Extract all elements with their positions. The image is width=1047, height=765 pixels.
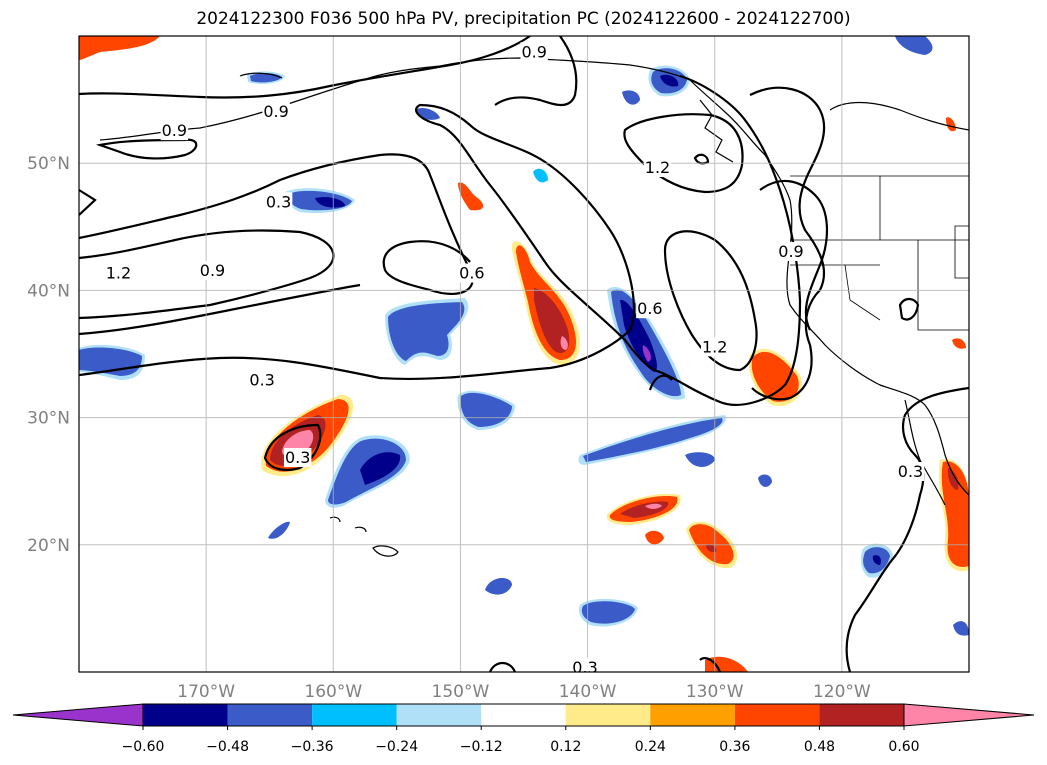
lon-tick-label: 140°W: [559, 682, 617, 702]
contour-labels: 0.9 0.9 0.9 0.3 1.2 0.9 0.6 1.2 0.9 0.6 1.2 0.3 0.3 0…: [104, 42, 925, 677]
colorbar-tick-label: −0.24: [375, 739, 418, 755]
colorbar-tick-label: 0.12: [550, 739, 581, 755]
lat-tick-label: 30°N: [27, 409, 70, 429]
colorbar-extend-max: [903, 703, 1035, 727]
colorbar-tick-label: −0.36: [291, 739, 334, 755]
lon-axis-labels: 170°W 160°W 150°W 140°W 130°W 120°W: [177, 682, 871, 702]
colorbar-segment: [481, 704, 566, 726]
lon-tick-label: 130°W: [686, 682, 744, 702]
colorbar-segment: [143, 704, 228, 726]
pv-contour-label: 0.9: [778, 242, 803, 261]
pv-contour-label-bg: [248, 370, 276, 390]
colorbar: −0.60 −0.48 −0.36 −0.24 −0.12 0.12 0.24 0.36 0.4…: [12, 703, 1035, 755]
pv-contour-label-bg: [777, 241, 805, 261]
colorbar-segment: [819, 704, 904, 726]
pv-contour-label-bg: [643, 158, 672, 178]
pv-contour-label-bg: [636, 299, 664, 319]
figure-title: 2024122300 F036 500 hPa PV, precipitatio…: [196, 9, 851, 29]
pv-contour-label: 0.3: [898, 462, 923, 481]
colorbar-frame: [142, 703, 905, 727]
colorbar-tick-label: 0.60: [888, 739, 919, 755]
pv-contour-label-bg: [520, 42, 548, 62]
colorbar-tick-label: −0.48: [206, 739, 249, 755]
pv-contour-label: 1.2: [645, 158, 670, 177]
colorbar-tick-label: 0.48: [804, 739, 835, 755]
pv-contour-label-bg: [896, 462, 925, 482]
pv-contour-label: 0.9: [162, 121, 187, 140]
lat-tick-label: 50°N: [27, 154, 70, 174]
colorbar-tick-label: 0.36: [719, 739, 750, 755]
colorbar-tick-label: 0.24: [635, 739, 666, 755]
colorbar-segment: [312, 704, 397, 726]
state-borders: [790, 175, 969, 331]
colorbar-segment: [396, 704, 482, 726]
map-plot-area: 0.9 0.9 0.9 0.3 1.2 0.9 0.6 1.2 0.9 0.6 1.2 0.3 0.3 0…: [79, 36, 969, 677]
pv-contour-label: 0.3: [572, 658, 597, 677]
pv-contour-label: 1.2: [702, 337, 727, 356]
pv-contour-label-bg: [264, 192, 293, 212]
pv-contour-label: 0.9: [521, 42, 546, 61]
precip-negative-anomalies: [79, 36, 969, 636]
pv-contour-label: 0.9: [263, 102, 288, 121]
lon-tick-label: 150°W: [432, 682, 490, 702]
pv-contour-label-bg: [104, 263, 133, 283]
lon-tick-label: 160°W: [304, 682, 362, 702]
pv-contour-label: 0.9: [200, 261, 225, 280]
lon-tick-label: 170°W: [177, 682, 235, 702]
lat-axis-labels: 50°N 40°N 30°N 20°N: [27, 154, 70, 556]
pv-contours: [79, 36, 969, 672]
colorbar-segment: [650, 704, 735, 726]
colorbar-segment: [734, 704, 820, 726]
pv-contour-label: 1.2: [106, 264, 131, 283]
pv-contour-label-bg: [198, 261, 227, 281]
pv-contour-label: 0.3: [249, 370, 274, 389]
lon-tick-label: 120°W: [813, 682, 871, 702]
map-frame: [78, 35, 970, 673]
colorbar-tick-label: −0.60: [122, 739, 165, 755]
colorbar-tick-label: −0.12: [460, 739, 503, 755]
pv-contour-label: 0.3: [285, 448, 310, 467]
lat-tick-label: 20°N: [27, 536, 70, 556]
pv-contour-label-bg: [160, 121, 189, 141]
pv-contour-label-bg: [283, 448, 312, 468]
pv-contour-label: 0.6: [637, 299, 662, 318]
colorbar-segment: [565, 704, 651, 726]
colorbar-segment: [227, 704, 313, 726]
colorbar-extend-min: [12, 703, 144, 727]
lat-tick-label: 40°N: [27, 281, 70, 301]
pv-contour-label-bg: [458, 263, 486, 283]
pv-contour-label: 0.3: [266, 192, 291, 211]
pv-contour-label-bg: [700, 337, 729, 357]
pv-contour-label-bg: [262, 102, 290, 122]
pv-contour-label-bg: [571, 657, 599, 672]
pv-contour-label: 0.6: [459, 264, 484, 283]
